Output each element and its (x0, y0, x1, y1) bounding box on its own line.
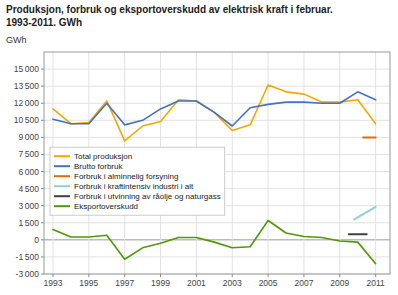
grid-line (44, 120, 390, 121)
grid-line (44, 69, 390, 70)
x-tick-label: 2009 (330, 278, 349, 288)
x-tick-label: 2011 (367, 278, 386, 288)
y-tick-label: 7 500 (18, 149, 39, 159)
x-tick-label: 1997 (115, 278, 134, 288)
grid-line (303, 52, 304, 274)
legend-swatch (54, 195, 70, 197)
grid-line (44, 86, 390, 87)
x-tick-label: 2007 (294, 278, 313, 288)
grid (44, 52, 390, 274)
legend-swatch (54, 205, 70, 207)
grid-line (44, 222, 390, 223)
legend-entry: Forbruk i alminnelig forsyning (74, 172, 179, 181)
legend-entry: Brutto forbruk (74, 162, 123, 171)
grid-line (44, 256, 390, 257)
series-line (53, 85, 376, 141)
y-tick-label: -3 000 (16, 269, 40, 279)
x-tick-label: 2001 (187, 278, 206, 288)
legend-entry: Forbruk i utvinning av råolje og naturga… (74, 192, 221, 201)
series-line (349, 233, 367, 235)
plot-frame (44, 52, 390, 274)
legend-swatch (54, 155, 70, 157)
y-tick-label: 12 000 (14, 98, 40, 108)
series-line (363, 136, 376, 138)
x-tick-label: 2003 (223, 278, 242, 288)
grid-line (232, 52, 233, 274)
legend: Total produksjonBrutto forbrukForbruk i … (50, 147, 225, 215)
series-line (53, 92, 376, 126)
y-tick-label: 10 500 (14, 115, 40, 125)
x-tick-label: 1995 (79, 278, 98, 288)
title: Produksjon, forbruk og eksportoverskudd … (6, 4, 333, 15)
axes: -3 000 -1 500 0 1 500 3 000 4 500 6 000 7 500 9 … (14, 52, 390, 288)
y-tick-label: 4 500 (18, 184, 39, 194)
y-tick-label: 9 000 (18, 132, 39, 142)
legend-swatch (54, 185, 70, 187)
legend-entry: Total produksjon (74, 152, 132, 161)
y-tick-label: 0 (34, 235, 39, 245)
legend-box (50, 147, 225, 215)
x-tick-label: 2005 (259, 278, 278, 288)
y-tick-label: 15 000 (14, 64, 40, 74)
y-axis-label: GWh (6, 35, 27, 45)
legend-swatch (54, 165, 70, 167)
y-tick-label: -1 500 (16, 252, 40, 262)
grid-line (375, 52, 376, 274)
x-tick-label: 1993 (44, 278, 63, 288)
series-line (354, 207, 376, 220)
x-tick-label: 1999 (151, 278, 170, 288)
y-tick-label: 1 500 (18, 218, 39, 228)
grid-line (44, 137, 390, 138)
legend-entry: Forbruk i kraftintensiv industri i alt (74, 182, 194, 191)
y-tick-label: 13 500 (14, 81, 40, 91)
series-line (53, 220, 376, 263)
legend-entry: Eksportoverskudd (74, 202, 138, 211)
subtitle: 1993-2011. GWh (6, 17, 82, 28)
chart: Produksjon, forbruk og eksportoverskudd … (0, 0, 398, 295)
legend-swatch (54, 175, 70, 177)
y-tick-label: 3 000 (18, 201, 39, 211)
y-tick-label: 6 000 (18, 167, 39, 177)
